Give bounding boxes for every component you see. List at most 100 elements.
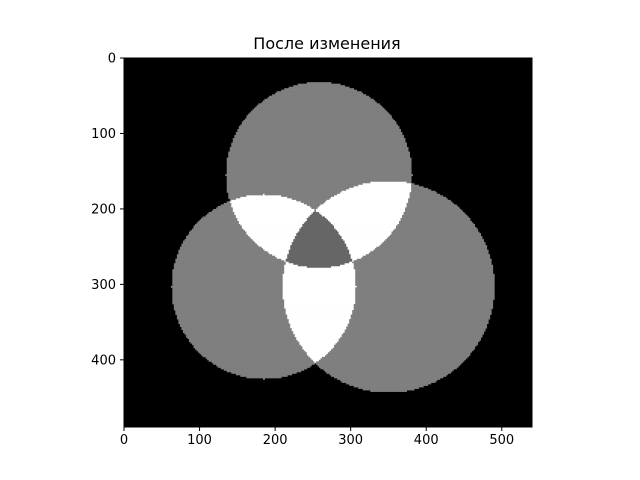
region-segment — [175, 311, 287, 314]
region-segment — [411, 184, 420, 187]
region-segment — [228, 192, 341, 195]
region-segment — [347, 246, 377, 249]
region-segment — [346, 243, 382, 246]
region-segment — [246, 233, 297, 235]
region-segment — [296, 338, 339, 341]
region-segment — [231, 202, 305, 205]
region-segment — [311, 207, 318, 210]
region-segment — [334, 225, 397, 228]
region-segment — [172, 276, 284, 279]
region-segment — [391, 233, 482, 235]
region-segment — [353, 186, 412, 189]
region-segment — [288, 320, 350, 323]
region-segment — [182, 331, 294, 334]
region-segment — [284, 267, 355, 270]
chart-title: После изменения — [253, 34, 400, 53]
region-segment — [284, 300, 356, 303]
region-segment — [192, 228, 244, 231]
region-layer — [170, 82, 495, 392]
region-segment — [205, 356, 311, 359]
region-segment — [173, 307, 285, 309]
region-segment — [226, 165, 412, 168]
region-segment — [334, 195, 410, 198]
region-segment — [226, 187, 350, 190]
region-segment — [253, 107, 385, 110]
region-segment — [172, 273, 284, 276]
region-segment — [290, 323, 349, 326]
region-segment — [241, 225, 303, 228]
region-segment — [337, 341, 478, 344]
region-segment — [341, 334, 483, 337]
region-segment — [282, 278, 356, 281]
region-segment — [355, 278, 495, 281]
region-segment — [231, 144, 407, 146]
region-segment — [291, 328, 347, 331]
region-segment — [172, 275, 284, 278]
region-segment — [400, 217, 471, 220]
region-segment — [284, 270, 356, 273]
region-segment — [324, 216, 403, 219]
region-segment — [338, 340, 480, 343]
region-segment — [250, 110, 388, 113]
region-segment — [355, 287, 495, 290]
region-segment — [282, 291, 356, 294]
region-segment — [300, 227, 335, 229]
region-segment — [190, 341, 300, 344]
region-segment — [361, 257, 491, 260]
region-segment — [408, 199, 451, 202]
region-segment — [226, 183, 364, 186]
region-segment — [201, 353, 308, 356]
region-segment — [335, 228, 395, 231]
region-segment — [284, 272, 356, 275]
region-segment — [315, 210, 406, 213]
region-segment — [198, 350, 306, 353]
region-segment — [305, 220, 330, 223]
region-segment — [297, 83, 341, 86]
region-segment — [181, 245, 259, 248]
region-segment — [190, 230, 246, 232]
region-segment — [297, 231, 339, 234]
region-segment — [300, 201, 326, 204]
region-segment — [353, 260, 492, 263]
region-segment — [226, 166, 412, 169]
region-segment — [226, 157, 412, 160]
region-segment — [337, 377, 441, 380]
region-segment — [226, 168, 412, 171]
region-segment — [331, 374, 447, 377]
region-segment — [231, 145, 407, 148]
region-segment — [355, 291, 495, 294]
region-segment — [324, 370, 453, 373]
region-segment — [226, 172, 412, 175]
region-segment — [202, 216, 237, 219]
region-segment — [238, 127, 400, 130]
region-segment — [353, 264, 494, 267]
region-segment — [172, 269, 285, 272]
region-segment — [178, 319, 290, 322]
region-segment — [340, 337, 482, 340]
region-segment — [175, 313, 287, 315]
region-segment — [318, 359, 465, 362]
region-segment — [178, 320, 290, 323]
region-segment — [297, 340, 339, 343]
region-segment — [288, 261, 350, 264]
region-segment — [300, 344, 335, 347]
region-segment — [241, 121, 397, 124]
region-segment — [232, 137, 406, 140]
region-segment — [231, 199, 297, 202]
region-segment — [178, 249, 265, 252]
region-segment — [350, 317, 491, 320]
region-segment — [408, 201, 453, 204]
region-segment — [306, 219, 329, 222]
region-segment — [297, 264, 341, 267]
region-segment — [272, 94, 367, 97]
region-segment — [320, 367, 457, 370]
region-segment — [282, 296, 356, 299]
region-segment — [349, 249, 374, 252]
region-segment — [263, 377, 265, 380]
region-segment — [293, 331, 346, 334]
region-segment — [411, 187, 429, 190]
region-segment — [282, 284, 356, 287]
region-segment — [238, 220, 306, 223]
region-segment — [195, 347, 303, 350]
